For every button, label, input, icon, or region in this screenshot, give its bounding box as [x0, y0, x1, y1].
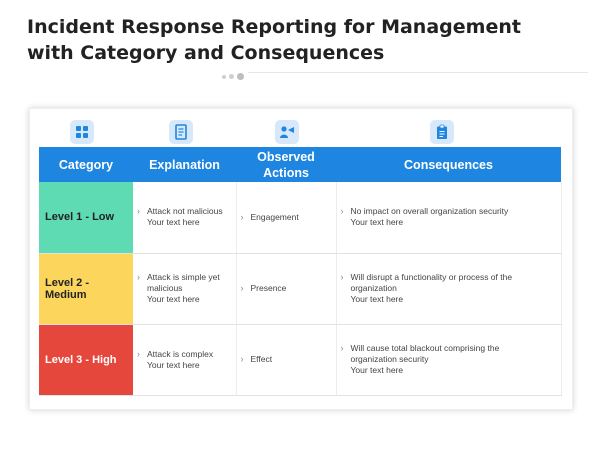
observed-text: Presence [241, 283, 330, 294]
explanation-text: malicious [147, 283, 183, 293]
level-medium-cell: Level 2 - Medium [39, 253, 133, 325]
title-divider-dots [222, 68, 247, 86]
page-title: Incident Response Reporting for Manageme… [27, 14, 587, 66]
observed-cell: Engagement [236, 182, 337, 254]
consequence-text: Your text here [350, 217, 404, 228]
explanation-text: Your text here [147, 294, 200, 304]
table-row: Level 3 - High Attack is complex Your te… [39, 324, 562, 396]
consequence-text: Your text here [350, 365, 404, 375]
table-header-row: Category Explanation Observed Actions Co… [39, 147, 561, 182]
explanation-cell: Attack is simple yet malicious Your text… [133, 253, 237, 325]
title-line-1: Incident Response Reporting for Manageme… [27, 16, 521, 38]
consequence-text: Will disrupt a functionality or process … [341, 272, 555, 283]
header-explanation: Explanation [133, 147, 236, 182]
header-observed-actions: Observed Actions [236, 147, 336, 182]
consequence-cell: Will cause total blackout comprising the… [336, 324, 562, 396]
consequence-cell: No impact on overall organization securi… [336, 182, 562, 254]
level-high-cell: Level 3 - High [39, 324, 133, 396]
column-icons [39, 116, 561, 148]
explanation-text: Your text here [147, 217, 200, 228]
observed-text: Effect [241, 354, 330, 365]
explanation-cell: Attack is complex Your text here [133, 324, 237, 396]
level-low-cell: Level 1 - Low [39, 182, 133, 254]
header-observed-line-2: Actions [263, 165, 309, 180]
title-divider [248, 72, 588, 73]
header-observed-line-1: Observed [257, 149, 315, 164]
explanation-cell: Attack not malicious Your text here [133, 182, 237, 254]
explanation-text: Attack is simple yet [137, 272, 230, 283]
observed-text: Engagement [241, 212, 330, 223]
explanation-text: Attack not malicious [137, 206, 230, 217]
consequence-text: Will cause total blackout comprising the [341, 343, 555, 354]
explanation-text: Your text here [147, 359, 200, 370]
header-category: Category [39, 147, 133, 182]
consequence-text: organization security [350, 354, 429, 364]
consequence-cell: Will disrupt a functionality or process … [336, 253, 562, 325]
incident-table: Category Explanation Observed Actions Co… [39, 147, 562, 396]
document-icon [169, 120, 193, 144]
person-icon [275, 120, 299, 144]
title-line-2: with Category and Consequences [27, 42, 385, 64]
consequence-text: No impact on overall organization securi… [341, 206, 555, 217]
header-consequences: Consequences [336, 147, 561, 182]
explanation-text: Attack is complex [137, 349, 230, 360]
observed-cell: Presence [236, 253, 337, 325]
table-row: Level 1 - Low Attack not malicious Your … [39, 182, 562, 254]
grid-icon [70, 120, 94, 144]
clipboard-icon [430, 120, 454, 144]
observed-cell: Effect [236, 324, 337, 396]
consequence-text: Your text here [350, 294, 404, 304]
consequence-text: organization [350, 283, 397, 293]
table-row: Level 2 - Medium Attack is simple yet ma… [39, 253, 562, 325]
